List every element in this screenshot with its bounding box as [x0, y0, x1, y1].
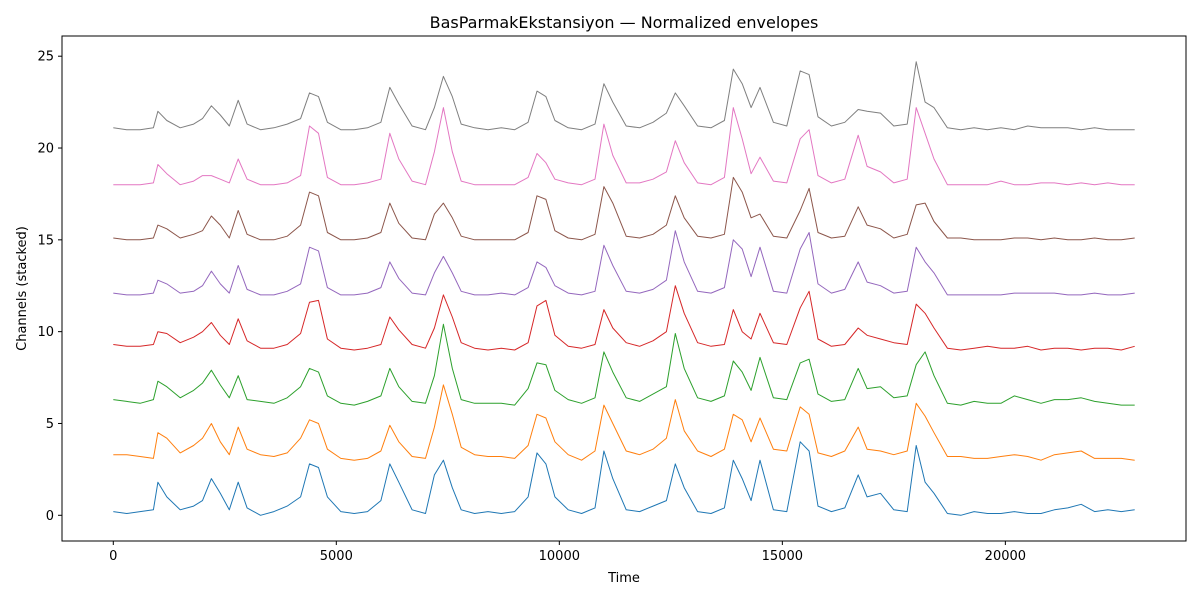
- chart-title: BasParmakEkstansiyon — Normalized envelo…: [430, 13, 819, 32]
- y-tick-label-2: 10: [37, 325, 54, 340]
- x-tick-label-4: 20000: [985, 549, 1026, 564]
- x-axis-label: Time: [607, 571, 640, 586]
- plot-frame: [61, 35, 1187, 542]
- x-tick-label-2: 10000: [539, 549, 580, 564]
- x-axis: 0 5000 10000 15000 20000: [109, 541, 1026, 564]
- x-tick-label-3: 15000: [762, 549, 803, 564]
- series-line-6: [113, 107, 1135, 186]
- series-line-7: [113, 61, 1135, 131]
- series-line-5: [113, 176, 1135, 241]
- y-tick-label-4: 20: [37, 142, 54, 157]
- y-axis-label: Channels (stacked): [15, 226, 30, 351]
- y-tick-label-1: 5: [46, 417, 54, 432]
- series-line-0: [113, 441, 1135, 516]
- series-line-2: [113, 323, 1135, 406]
- series-line-1: [113, 384, 1135, 461]
- series-line-4: [113, 230, 1135, 296]
- x-tick-label-0: 0: [109, 549, 117, 564]
- series-line-3: [113, 285, 1135, 351]
- series-layer: [113, 61, 1135, 516]
- y-axis: 0 5 10 15 20 25: [37, 50, 62, 524]
- y-tick-label-5: 25: [37, 50, 54, 65]
- y-tick-label-3: 15: [37, 233, 54, 248]
- x-tick-label-1: 5000: [320, 549, 353, 564]
- y-tick-label-0: 0: [46, 509, 54, 524]
